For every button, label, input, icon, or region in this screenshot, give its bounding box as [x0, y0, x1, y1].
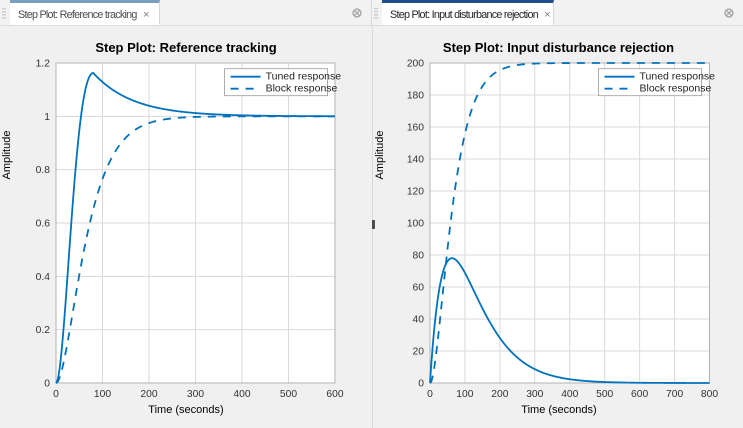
svg-text:20: 20	[413, 347, 425, 358]
svg-text:400: 400	[233, 389, 250, 400]
svg-text:80: 80	[413, 251, 425, 262]
svg-text:200: 200	[491, 389, 508, 400]
svg-text:600: 600	[326, 389, 343, 400]
svg-text:300: 300	[526, 389, 543, 400]
svg-text:1.2: 1.2	[36, 59, 51, 70]
svg-text:Tuned response: Tuned response	[266, 71, 342, 83]
svg-text:200: 200	[140, 389, 157, 400]
svg-text:0: 0	[418, 379, 424, 390]
svg-text:40: 40	[413, 315, 425, 326]
svg-text:100: 100	[94, 389, 111, 400]
svg-text:500: 500	[280, 389, 297, 400]
svg-text:Block response: Block response	[640, 83, 712, 95]
svg-text:0: 0	[427, 389, 433, 400]
svg-text:0.2: 0.2	[36, 325, 51, 336]
svg-text:0.6: 0.6	[36, 219, 51, 230]
svg-text:700: 700	[666, 389, 683, 400]
svg-text:140: 140	[407, 155, 424, 166]
svg-text:0.4: 0.4	[36, 272, 51, 283]
svg-text:Block response: Block response	[266, 83, 338, 95]
svg-text:0: 0	[53, 389, 59, 400]
svg-text:0.8: 0.8	[36, 165, 51, 176]
svg-text:100: 100	[407, 219, 424, 230]
svg-text:600: 600	[631, 389, 648, 400]
svg-text:0: 0	[44, 379, 50, 390]
svg-text:1: 1	[44, 112, 50, 123]
svg-text:Tuned response: Tuned response	[640, 71, 716, 83]
svg-text:160: 160	[407, 123, 424, 134]
svg-text:300: 300	[187, 389, 204, 400]
svg-text:180: 180	[407, 91, 424, 102]
svg-text:60: 60	[413, 283, 425, 294]
svg-text:400: 400	[561, 389, 578, 400]
svg-text:800: 800	[701, 389, 718, 400]
svg-text:100: 100	[456, 389, 473, 400]
svg-text:120: 120	[407, 187, 424, 198]
svg-text:200: 200	[407, 59, 424, 70]
svg-text:500: 500	[596, 389, 613, 400]
